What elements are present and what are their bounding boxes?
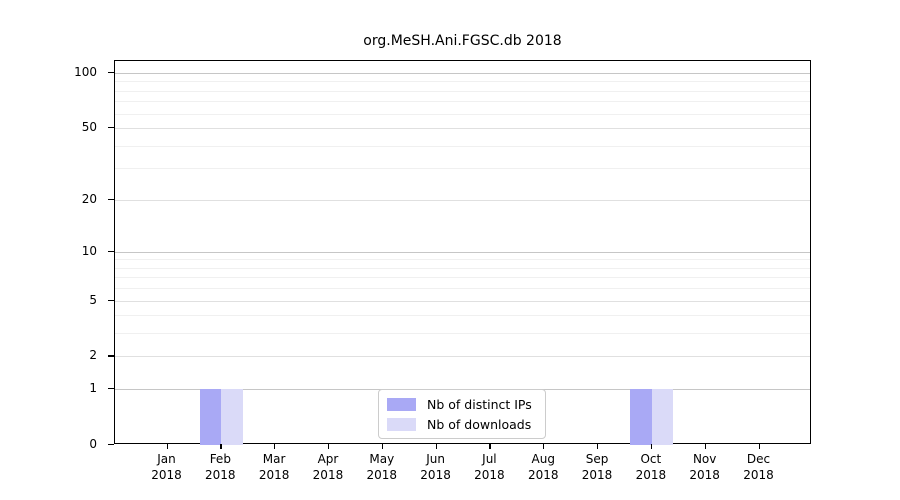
y-tick-label: 0 [89, 437, 97, 451]
minor-gridline [115, 113, 810, 115]
y-tick [108, 71, 114, 74]
downloads-swatch [387, 417, 416, 431]
y-tick-label: 10 [81, 243, 97, 258]
x-tick-label: Nov 2018 [673, 451, 737, 483]
x-tick-year: 2018 [474, 468, 505, 482]
x-tick-year: 2018 [420, 468, 451, 482]
minor-gridline [115, 90, 810, 92]
x-tick-month: Jan [157, 452, 176, 466]
y-tick-label: 5 [89, 292, 97, 307]
bar-nb-of-downloads-feb [221, 389, 243, 445]
major-gridline [115, 300, 810, 302]
y-tick [108, 198, 114, 200]
legend-label: Nb of distinct IPs [427, 396, 532, 412]
x-tick-month: Jul [482, 452, 497, 466]
major-gridline [115, 199, 810, 201]
y-tick [108, 355, 114, 357]
x-tick [327, 444, 330, 449]
x-tick [543, 444, 545, 449]
x-tick [220, 444, 222, 449]
x-tick [381, 444, 383, 449]
major-gridline [115, 127, 810, 129]
x-tick [704, 444, 706, 449]
minor-gridline [115, 168, 810, 170]
minor-gridline [115, 333, 810, 335]
x-tick-month: Aug [531, 452, 555, 466]
y-tick [108, 299, 114, 301]
legend-item-downloads: Nb of downloads [387, 414, 537, 434]
y-tick [108, 126, 114, 129]
x-tick-month: Oct [640, 452, 662, 466]
x-tick-month: Sep [585, 452, 609, 466]
x-tick-label: Apr 2018 [296, 451, 360, 483]
y-tick [108, 250, 114, 252]
x-tick-month: Mar [262, 452, 286, 466]
x-tick-label: Aug 2018 [511, 451, 575, 483]
y-tick-label: 1 [89, 381, 97, 396]
x-tick-label: May 2018 [350, 451, 414, 483]
bar-nb-of-downloads-oct [651, 389, 674, 445]
x-tick-label: Jul 2018 [457, 451, 521, 483]
x-tick [435, 444, 437, 449]
x-tick-label: Oct 2018 [619, 451, 683, 483]
x-tick-label: Jun 2018 [404, 451, 468, 483]
x-tick-year: 2018 [151, 468, 182, 482]
x-tick-year: 2018 [689, 468, 720, 482]
distinct-ips-swatch [387, 397, 416, 411]
legend: Nb of distinct IPs Nb of downloads [378, 389, 546, 439]
y-tick-label: 20 [81, 191, 97, 206]
x-tick-year: 2018 [312, 468, 344, 482]
x-tick [489, 444, 491, 449]
y-tick [108, 444, 114, 446]
x-tick-month: Nov [692, 452, 717, 466]
bar-nb-of-distinct-ips-oct [630, 389, 652, 445]
minor-gridline [115, 267, 810, 269]
x-tick [274, 444, 276, 449]
chart-title: org.MeSH.Ani.FGSC.db 2018 [363, 33, 562, 49]
x-tick-month: Feb [209, 452, 231, 466]
x-tick-year: 2018 [205, 468, 236, 482]
minor-gridline [115, 145, 810, 147]
x-tick [166, 444, 168, 449]
y-tick-label: 50 [81, 119, 97, 134]
major-gridline [115, 72, 810, 74]
legend-label: Nb of downloads [427, 416, 532, 432]
x-tick-year: 2018 [635, 468, 667, 482]
x-tick-month: Dec [746, 452, 771, 466]
minor-gridline [115, 81, 810, 83]
minor-gridline [115, 101, 810, 103]
x-tick-year: 2018 [366, 468, 398, 482]
minor-gridline [115, 259, 810, 261]
x-tick-label: Dec 2018 [727, 451, 791, 483]
x-tick-month: Jun [426, 452, 445, 466]
bar-nb-of-distinct-ips-feb [199, 389, 222, 445]
x-tick-month: Apr [317, 452, 339, 466]
major-gridline [115, 251, 810, 253]
x-tick-label: Sep 2018 [565, 451, 629, 483]
x-tick-month: May [369, 452, 395, 466]
x-tick-label: Mar 2018 [242, 451, 306, 483]
major-gridline [115, 356, 810, 358]
plot-area: Nb of distinct IPs Nb of downloads [114, 60, 811, 445]
x-tick-year: 2018 [527, 468, 559, 482]
minor-gridline [115, 277, 810, 279]
x-tick-year: 2018 [743, 468, 774, 482]
legend-item-distinct-ips: Nb of distinct IPs [387, 394, 537, 414]
x-tick-year: 2018 [581, 468, 613, 482]
x-tick [597, 444, 599, 449]
x-tick-year: 2018 [258, 468, 290, 482]
minor-gridline [115, 315, 810, 317]
y-tick [108, 388, 114, 390]
x-tick-label: Jan 2018 [135, 451, 199, 483]
x-tick [758, 444, 760, 449]
x-tick [650, 444, 653, 449]
x-tick-label: Feb 2018 [188, 451, 252, 483]
y-tick-label: 2 [89, 348, 97, 363]
minor-gridline [115, 288, 810, 290]
y-tick-label: 100 [74, 64, 97, 79]
